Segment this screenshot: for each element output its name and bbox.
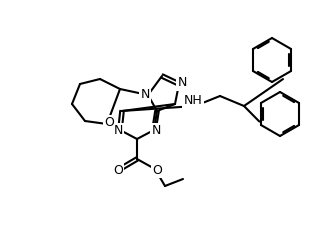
Text: NH: NH [184,94,203,106]
Text: O: O [152,164,162,176]
Text: O: O [104,117,114,129]
Text: O: O [113,164,123,176]
Text: N: N [140,88,150,102]
Text: N: N [113,124,123,138]
Text: N: N [151,124,161,138]
Text: N: N [177,77,187,89]
